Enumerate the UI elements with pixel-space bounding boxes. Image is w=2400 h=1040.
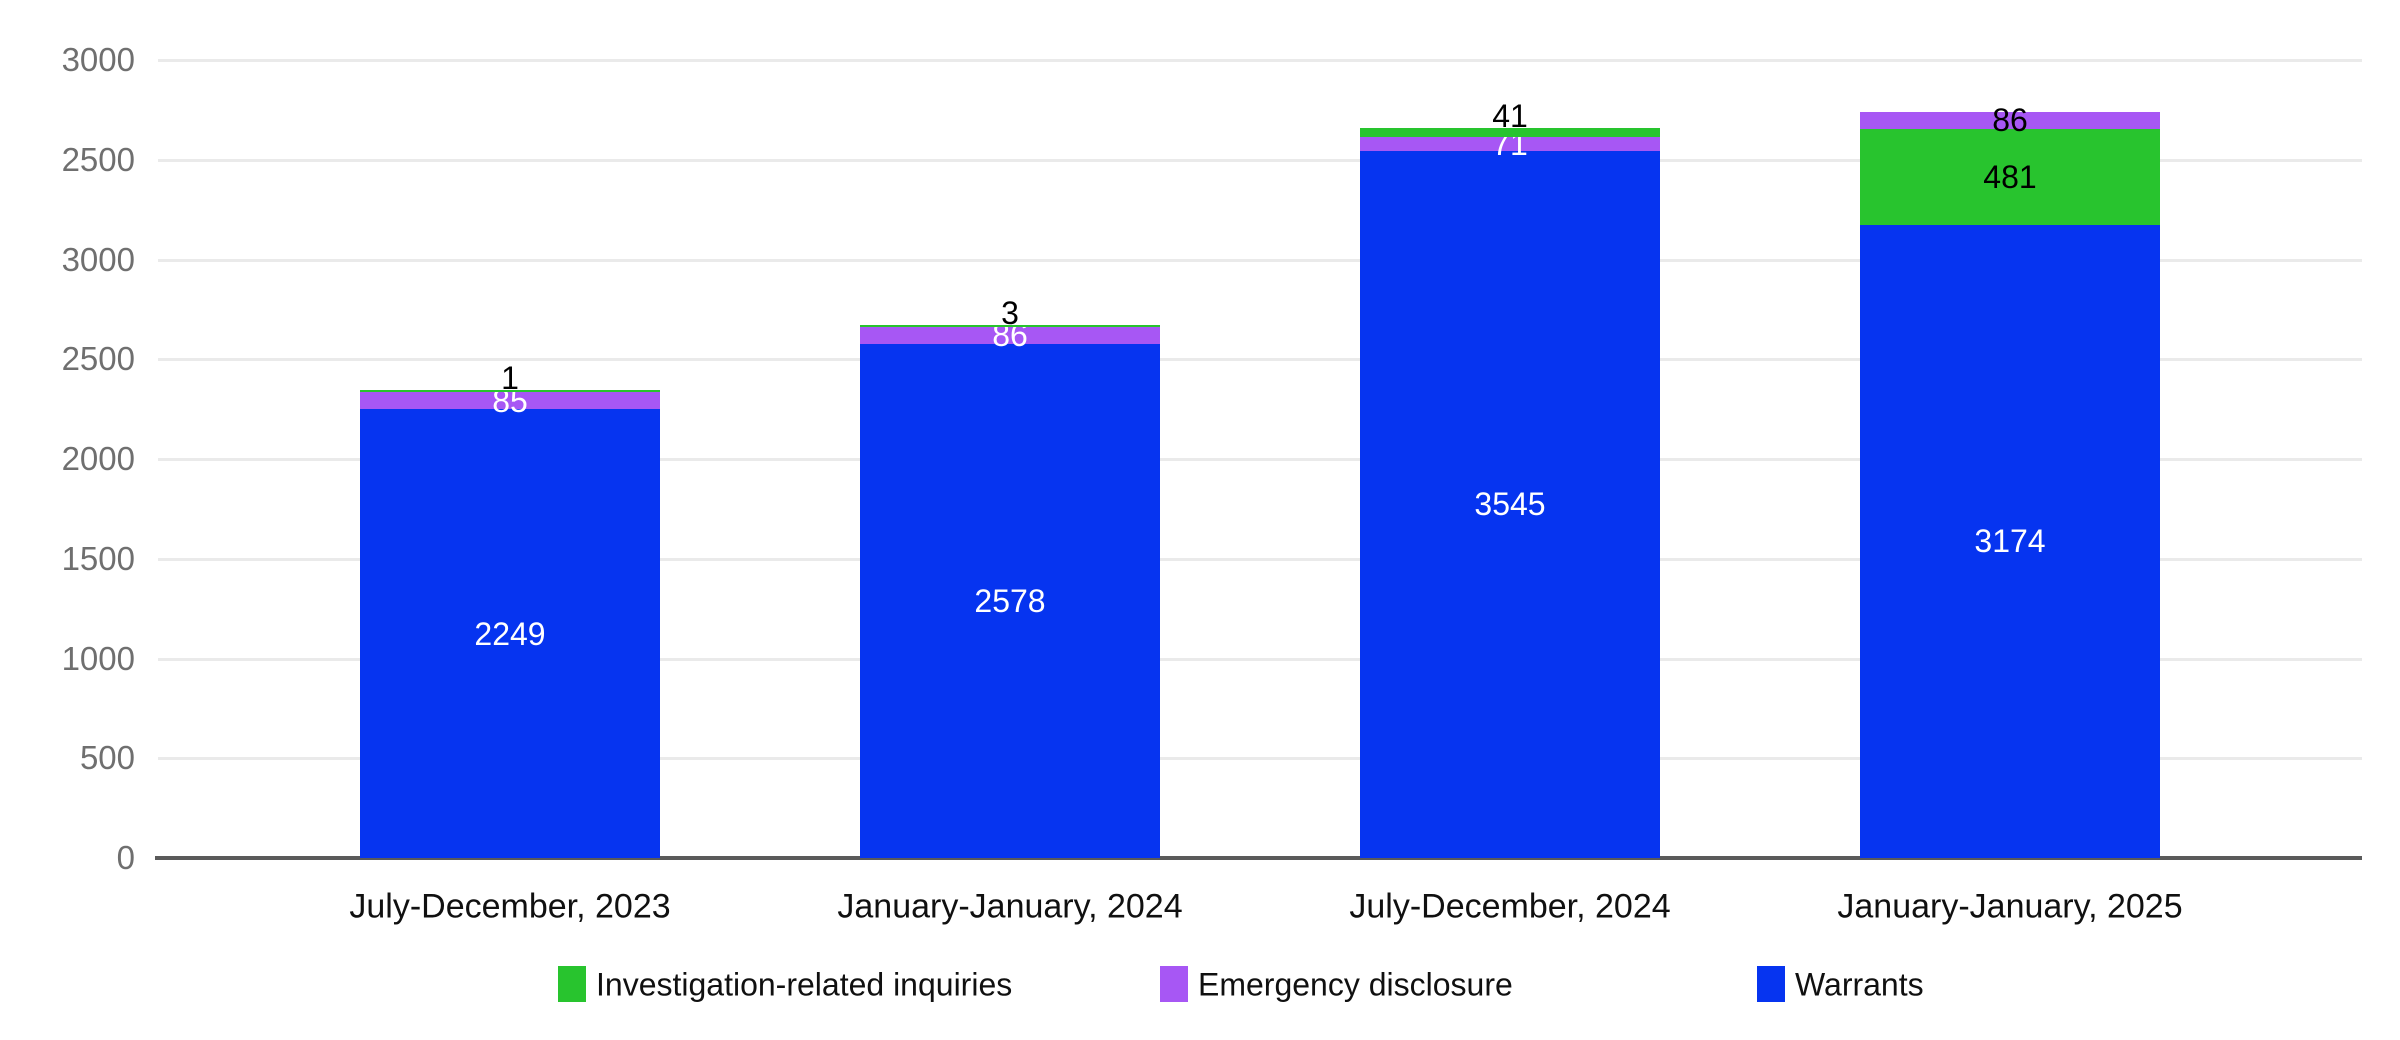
x-axis-category-label: July-December, 2024 bbox=[1349, 887, 1671, 926]
y-gridline bbox=[158, 358, 2362, 362]
bar-value-label-emergency-disclosure: 86 bbox=[992, 317, 1028, 354]
y-axis-tick-label: 0 bbox=[116, 839, 135, 876]
bar-segment-warrants bbox=[1860, 224, 2160, 858]
legend-swatch-emergency-disclosure bbox=[1160, 966, 1188, 1002]
bar-value-label-warrants: 3174 bbox=[1974, 523, 2046, 560]
bar-segment-investigation-related-inquiries bbox=[1860, 128, 2160, 225]
bar-value-label-investigation-related-inquiries: 481 bbox=[1983, 158, 2037, 195]
y-axis-tick-label: 1000 bbox=[61, 639, 135, 677]
bar-value-label-emergency-disclosure: 85 bbox=[492, 382, 528, 419]
y-gridline bbox=[158, 757, 2362, 761]
bar-value-label-warrants: 2249 bbox=[474, 615, 546, 652]
bar-segment-warrants bbox=[1360, 150, 1660, 858]
y-axis-tick-label: 2500 bbox=[61, 340, 135, 378]
legend-swatch-warrants bbox=[1757, 966, 1785, 1002]
bar-segment-emergency-disclosure bbox=[1360, 136, 1660, 151]
bar-segment-investigation-related-inquiries bbox=[1360, 128, 1660, 137]
bar-segment-emergency-disclosure bbox=[360, 392, 660, 410]
x-axis-baseline bbox=[155, 856, 2362, 860]
x-axis-category-label: January-January, 2024 bbox=[837, 887, 1183, 926]
bar-segment-emergency-disclosure bbox=[1860, 111, 2160, 129]
bar-value-label-warrants: 3545 bbox=[1474, 486, 1546, 523]
y-gridline bbox=[158, 258, 2362, 262]
bar-segment-investigation-related-inquiries bbox=[360, 390, 660, 393]
bar-value-label-warrants: 2578 bbox=[974, 582, 1046, 619]
legend-label-emergency-disclosure: Emergency disclosure bbox=[1198, 966, 1513, 1003]
y-axis-tick-label: 2000 bbox=[61, 440, 135, 477]
y-gridline bbox=[158, 158, 2362, 162]
y-axis-tick-label: 3000 bbox=[61, 240, 135, 278]
bar-segment-warrants bbox=[360, 409, 660, 858]
y-axis-tick-label: 3000 bbox=[61, 41, 135, 78]
y-axis-tick-label: 500 bbox=[79, 739, 135, 777]
y-gridline bbox=[158, 657, 2362, 661]
bar-value-label-emergency-disclosure: 86 bbox=[1992, 102, 2028, 139]
legend-label-investigation-related-inquiries: Investigation-related inquiries bbox=[596, 966, 1013, 1003]
y-axis-tick-label: 1500 bbox=[61, 539, 135, 577]
bar-value-label-investigation-related-inquiries: 41 bbox=[1492, 98, 1528, 135]
y-gridline bbox=[158, 458, 2362, 461]
y-axis-tick-label: 2500 bbox=[61, 140, 135, 178]
y-gridline bbox=[158, 59, 2362, 62]
legend-label-warrants: Warrants bbox=[1795, 966, 1924, 1003]
legend-swatch-investigation-related-inquiries bbox=[558, 966, 586, 1002]
x-axis-category-label: July-December, 2023 bbox=[349, 887, 671, 926]
bar-value-label-investigation-related-inquiries: 3 bbox=[1001, 294, 1019, 331]
bar-segment-emergency-disclosure bbox=[860, 326, 1160, 344]
y-gridline bbox=[158, 557, 2362, 561]
bar-value-label-investigation-related-inquiries: 1 bbox=[501, 360, 519, 397]
bar-segment-investigation-related-inquiries bbox=[860, 324, 1160, 327]
bar-segment-warrants bbox=[860, 343, 1160, 858]
x-axis-category-label: January-January, 2025 bbox=[1837, 887, 2183, 926]
